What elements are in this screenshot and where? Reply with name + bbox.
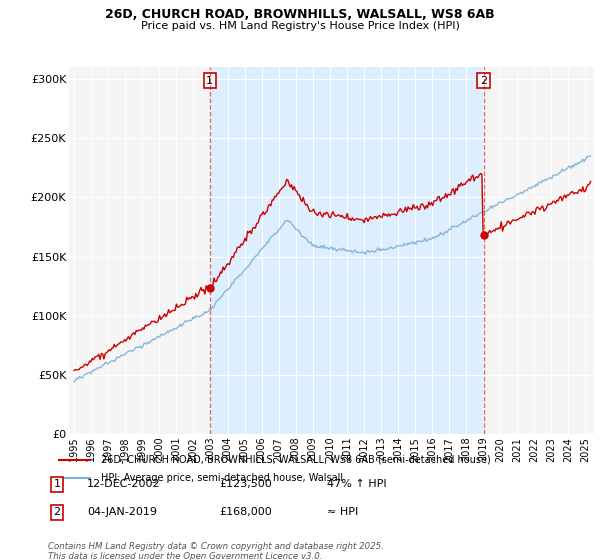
Text: 26D, CHURCH ROAD, BROWNHILLS, WALSALL, WS8 6AB (semi-detached house): 26D, CHURCH ROAD, BROWNHILLS, WALSALL, W… <box>101 455 491 465</box>
Text: 1: 1 <box>53 479 61 489</box>
Text: 26D, CHURCH ROAD, BROWNHILLS, WALSALL, WS8 6AB: 26D, CHURCH ROAD, BROWNHILLS, WALSALL, W… <box>105 8 495 21</box>
Text: 1: 1 <box>206 76 213 86</box>
Text: 47% ↑ HPI: 47% ↑ HPI <box>327 479 386 489</box>
Text: HPI: Average price, semi-detached house, Walsall: HPI: Average price, semi-detached house,… <box>101 473 343 483</box>
Bar <box>210 67 484 434</box>
Text: 2: 2 <box>53 507 61 517</box>
Text: 12-DEC-2002: 12-DEC-2002 <box>87 479 161 489</box>
Text: £123,500: £123,500 <box>219 479 272 489</box>
Text: £168,000: £168,000 <box>219 507 272 517</box>
Text: Contains HM Land Registry data © Crown copyright and database right 2025.
This d: Contains HM Land Registry data © Crown c… <box>48 542 384 560</box>
Text: ≈ HPI: ≈ HPI <box>327 507 358 517</box>
Text: 04-JAN-2019: 04-JAN-2019 <box>87 507 157 517</box>
Text: 2: 2 <box>480 76 487 86</box>
Text: Price paid vs. HM Land Registry's House Price Index (HPI): Price paid vs. HM Land Registry's House … <box>140 21 460 31</box>
